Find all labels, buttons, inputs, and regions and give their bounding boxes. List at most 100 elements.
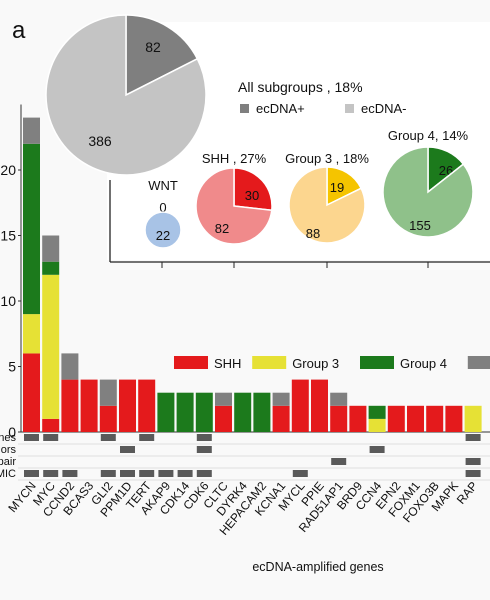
annotation-cell	[331, 458, 347, 465]
annotation-cell	[158, 470, 174, 477]
annotation-cell	[139, 434, 155, 441]
bar-segment-group-4	[195, 392, 213, 432]
legend-swatch	[174, 356, 208, 369]
annotation-row-label: pair	[0, 456, 16, 468]
panel-label: a	[12, 17, 26, 44]
pie-title: All subgroups , 18%	[238, 79, 363, 95]
pie-slice-label: 19	[330, 180, 344, 195]
pie-slice-label: 82	[145, 39, 161, 55]
annotation-cell	[24, 434, 39, 441]
pie-slice-label: 88	[306, 226, 320, 241]
bar-segment-group-3	[42, 274, 60, 419]
bar-segment-shh	[119, 379, 136, 432]
pie-slice	[233, 167, 273, 212]
bar-segment-other	[42, 235, 60, 262]
bar-segment-group-4	[176, 392, 194, 432]
legend-swatch	[467, 356, 490, 369]
bar-segment-shh	[61, 379, 79, 432]
bar-segment-other	[215, 392, 232, 406]
annotation-row-label: ors	[1, 444, 17, 456]
bar-segment-group-4	[368, 405, 386, 419]
pie-slice	[125, 14, 199, 97]
annotation-cell	[100, 470, 116, 477]
pie-slice	[144, 211, 182, 249]
bar-segment-group-4	[23, 143, 40, 315]
annotation-cell	[177, 470, 193, 477]
pie-slice-label: 30	[245, 188, 259, 203]
pie-slice-label: 22	[156, 228, 170, 243]
annotation-cell	[369, 446, 385, 453]
pie-title: WNT	[148, 178, 178, 193]
legend-label: Group 4	[400, 356, 447, 371]
x-tick-label: RAP	[454, 479, 481, 507]
legend-swatch	[252, 356, 287, 369]
annotation-cell	[196, 434, 212, 441]
bar-segment-shh	[311, 379, 328, 432]
legend-swatch	[360, 356, 394, 369]
annotation-cell	[465, 458, 481, 465]
annotation-cell	[120, 446, 135, 453]
pie-legend-swatch	[345, 104, 354, 113]
x-axis-label: ecDNA-amplified genes	[252, 560, 383, 574]
pie-title: Group 3 , 18%	[285, 151, 369, 166]
bar-segment-other	[23, 117, 40, 144]
bar-segment-group-3	[464, 405, 482, 432]
bar-segment-shh	[23, 353, 40, 432]
annotation-cell	[196, 446, 212, 453]
bar-segment-shh	[215, 405, 232, 432]
bar-segment-group-3	[23, 314, 40, 354]
legend-label: Group 3	[292, 356, 339, 371]
bar-segment-shh	[291, 379, 309, 432]
annotation-cell	[292, 470, 308, 477]
y-tick-label: 0	[8, 424, 16, 440]
annotation-cell	[100, 434, 116, 441]
bar-segment-shh	[99, 405, 117, 432]
bar-segment-group-4	[253, 392, 271, 432]
bar-segment-shh	[445, 405, 463, 432]
pie-slice-label: 82	[215, 221, 229, 236]
bar-segment-other	[99, 379, 117, 406]
bar-segment-shh	[42, 418, 60, 432]
pie-slice	[195, 167, 273, 245]
bar-segment-shh	[138, 379, 156, 432]
pie-slice-label: 0	[159, 200, 166, 215]
bar-segment-shh	[426, 405, 444, 432]
annotation-row-label: nes	[0, 432, 16, 444]
bar-segment-shh	[272, 405, 290, 432]
pie-legend-swatch	[240, 104, 249, 113]
pie-legend-label: ecDNA-	[361, 101, 407, 116]
y-tick-label: 20	[0, 162, 16, 178]
pie-legend-label: ecDNA+	[256, 101, 305, 116]
legend-label: SHH	[214, 356, 241, 371]
pie-slice-label: 155	[409, 218, 431, 233]
bar-segment-shh	[330, 405, 348, 432]
bar-segment-group-3	[368, 418, 386, 432]
pie-inset: 82 386 All subgroups , 18% 0 22 WNT 30 82 SHH , …	[45, 14, 490, 268]
bar-chart: 05101520MYCNMYCCCND2BCAS3GLI2PPM1DTERTAK…	[0, 104, 490, 538]
annotation-row-label: MIC	[0, 468, 16, 480]
y-tick-label: 5	[8, 359, 16, 375]
annotation-cell	[62, 470, 78, 477]
bar-segment-shh	[387, 405, 405, 432]
bar-segment-shh	[349, 405, 367, 432]
bar-segment-other	[61, 353, 79, 380]
annotation-cell	[43, 434, 59, 441]
y-tick-label: 10	[0, 293, 16, 309]
bar-segment-group-4	[234, 392, 252, 432]
annotation-cell	[120, 470, 135, 477]
bar-segment-shh	[80, 379, 98, 432]
bar-segment-shh	[407, 405, 424, 432]
annotation-cell	[465, 434, 481, 441]
bar-segment-group-4	[42, 261, 60, 275]
pie-slice	[382, 146, 474, 238]
annotation-cell	[24, 470, 39, 477]
pie-slice	[45, 14, 207, 176]
pie-slice-label: 386	[88, 133, 112, 149]
bar-segment-other	[330, 392, 348, 406]
annotation-cell	[196, 470, 212, 477]
annotation-cell	[465, 470, 481, 477]
bar-legend: SHH Group 3 Group 4	[174, 356, 490, 371]
y-tick-label: 15	[0, 228, 16, 244]
